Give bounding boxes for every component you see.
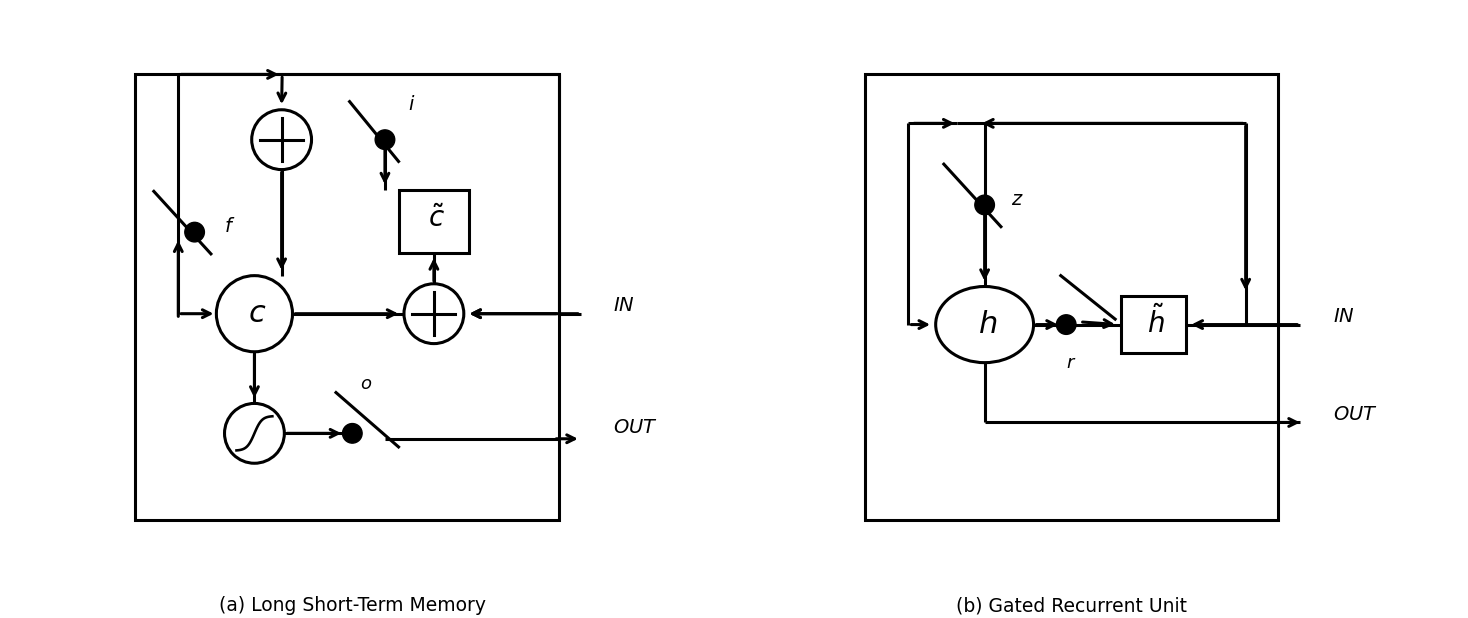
Circle shape	[251, 110, 311, 169]
Text: $\mathit{h}$: $\mathit{h}$	[978, 310, 997, 339]
Circle shape	[225, 404, 285, 464]
Text: $\mathit{\tilde{c}}$: $\mathit{\tilde{c}}$	[429, 205, 445, 232]
Text: $\mathit{i}$: $\mathit{i}$	[408, 95, 415, 114]
Ellipse shape	[935, 287, 1033, 363]
Bar	[1120, 296, 1186, 353]
Text: $\mathit{IN}$: $\mathit{IN}$	[1333, 307, 1355, 326]
Text: (b) Gated Recurrent Unit: (b) Gated Recurrent Unit	[956, 596, 1188, 616]
Text: $\mathit{OUT}$: $\mathit{OUT}$	[614, 418, 658, 438]
Text: (a) Long Short-Term Memory: (a) Long Short-Term Memory	[219, 596, 486, 616]
Circle shape	[404, 284, 464, 344]
Text: $\mathit{IN}$: $\mathit{IN}$	[614, 296, 636, 315]
Text: $\mathit{r}$: $\mathit{r}$	[1066, 353, 1078, 371]
Circle shape	[376, 130, 395, 150]
Circle shape	[1057, 315, 1076, 334]
Text: $\mathit{z}$: $\mathit{z}$	[1011, 190, 1023, 209]
Bar	[135, 74, 559, 520]
Text: $\mathit{f}$: $\mathit{f}$	[225, 217, 236, 236]
Text: $\mathit{c}$: $\mathit{c}$	[248, 299, 266, 328]
Bar	[398, 190, 470, 253]
Bar	[865, 74, 1279, 520]
Circle shape	[185, 222, 204, 242]
Text: $\mathit{o}$: $\mathit{o}$	[360, 375, 371, 394]
Circle shape	[216, 276, 292, 352]
Circle shape	[975, 195, 994, 214]
Text: $\mathit{\tilde{h}}$: $\mathit{\tilde{h}}$	[1147, 305, 1164, 339]
Text: $\mathit{OUT}$: $\mathit{OUT}$	[1333, 405, 1377, 424]
Circle shape	[342, 423, 363, 443]
